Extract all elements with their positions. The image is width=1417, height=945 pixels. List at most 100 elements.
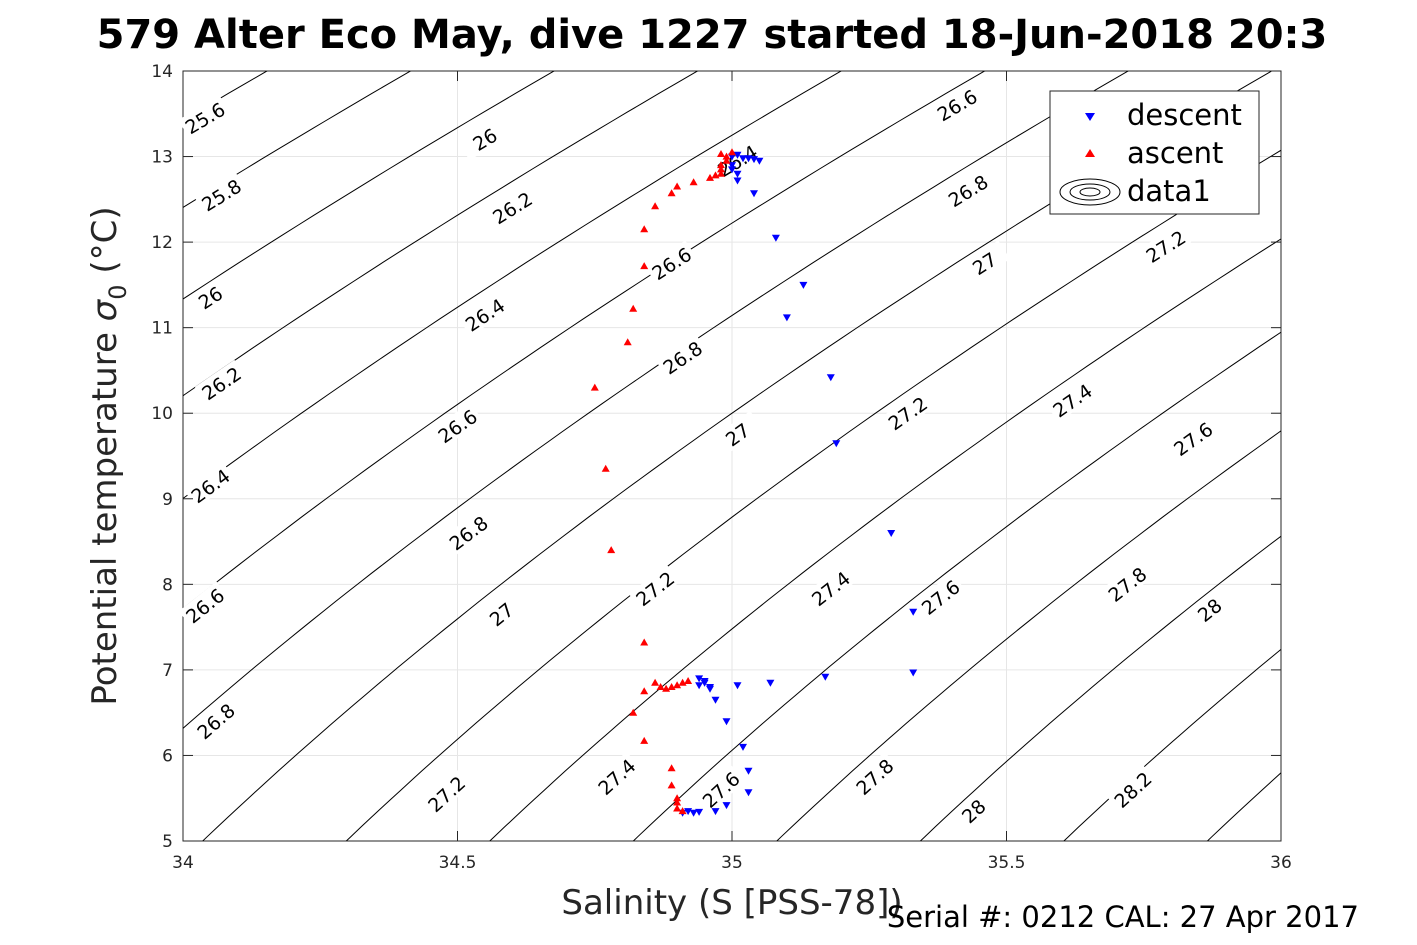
descent-point xyxy=(909,669,918,677)
contour-label-bg xyxy=(1045,376,1098,423)
contour-label-bg xyxy=(804,564,856,612)
y-axis-label-subscript: 0 xyxy=(104,284,132,299)
contour-label-bg xyxy=(941,167,994,212)
ascent-point xyxy=(667,764,676,772)
descent-point xyxy=(728,166,736,174)
density-contour-line xyxy=(183,71,699,397)
descent-point xyxy=(700,678,709,685)
x-axis-label: Salinity (S [PSS-78]) xyxy=(561,883,902,923)
x-tick-label: 35 xyxy=(721,853,743,873)
contour-label-group: 26.6 xyxy=(178,581,231,629)
descent-point xyxy=(722,718,731,726)
ascent-point xyxy=(656,683,665,690)
contour-label-group: 25.8 xyxy=(194,172,248,217)
y-axis-ticks: 5 6 7 8 9 10 11 12 13 14 xyxy=(151,62,1281,852)
ascent-point xyxy=(629,708,638,716)
x-tick-label: 36 xyxy=(1270,853,1292,873)
descent-point xyxy=(711,696,720,704)
contour-label-group: 28 xyxy=(947,785,998,835)
y-tick-label: 12 xyxy=(151,233,173,253)
ascent-point xyxy=(623,338,632,346)
contour-label-group: 25.6 xyxy=(178,95,231,139)
descent-point xyxy=(744,789,753,797)
ascent-point xyxy=(728,148,736,156)
y-tick-label: 11 xyxy=(151,319,173,339)
legend-ascent-marker xyxy=(1085,149,1095,157)
contour-label-bg xyxy=(183,274,236,320)
contour-label-group: 27.6 xyxy=(695,764,746,814)
y-axis-label-main: Potential temperature xyxy=(85,321,125,705)
density-contour-line xyxy=(183,71,1130,729)
y-tick-label: 10 xyxy=(151,404,173,424)
ascent-point xyxy=(651,678,660,686)
ascent-point xyxy=(678,807,687,815)
contour-label-group: 27.2 xyxy=(628,564,681,612)
descent-point xyxy=(733,682,742,690)
contour-label-bg xyxy=(947,785,998,835)
ascent-point xyxy=(667,781,676,789)
ascent-point xyxy=(629,304,638,312)
ascent-point xyxy=(717,165,725,173)
contour-label-bg xyxy=(644,240,698,285)
legend-data1-label: data1 xyxy=(1127,174,1211,208)
contour-label-bg xyxy=(1183,585,1235,633)
descent-point xyxy=(755,157,764,165)
y-tick-label: 13 xyxy=(151,148,173,168)
ascent-point xyxy=(722,156,731,164)
ascent-point xyxy=(673,804,682,812)
ascent-point xyxy=(667,189,676,197)
density-contour-line xyxy=(183,71,843,500)
descent-point xyxy=(744,155,753,163)
ascent-point xyxy=(706,173,714,181)
descent-point xyxy=(826,374,835,382)
contour-label-group: 26 xyxy=(458,116,511,161)
descent-point xyxy=(909,608,918,616)
ascent-point xyxy=(722,152,731,160)
ascent-point xyxy=(684,677,693,684)
contour-label-group: 27 xyxy=(475,589,527,638)
contour-label-group: 27.6 xyxy=(914,572,966,620)
contour-label-bg xyxy=(442,508,494,556)
contour-label-group: 26.8 xyxy=(941,167,994,212)
ascent-point xyxy=(607,546,616,554)
x-axis-ticks: 34 34.5 35 35.5 36 xyxy=(172,71,1292,873)
y-axis-label-unit: (°C) xyxy=(85,206,125,284)
ascent-point xyxy=(640,638,649,646)
ascent-point xyxy=(673,182,682,190)
descent-point xyxy=(782,314,791,322)
contour-label-bg xyxy=(178,581,231,629)
chart-title: 579 Alter Eco May, dive 1227 started 18-… xyxy=(97,12,1328,58)
contour-label-bg xyxy=(695,764,746,814)
density-contour-line xyxy=(1063,648,1281,841)
contour-label-bg xyxy=(590,751,642,801)
contour-label-bg xyxy=(458,116,511,161)
contour-label-bg xyxy=(957,240,1011,285)
contour-label-group: 26.8 xyxy=(655,334,709,379)
y-tick-label: 8 xyxy=(162,575,173,595)
contour-label-group: 26.6 xyxy=(930,82,983,126)
contour-label-bg xyxy=(178,95,231,139)
descent-point xyxy=(766,679,775,687)
ascent-point xyxy=(689,178,698,186)
contour-label-group: 27.4 xyxy=(590,751,642,801)
ascent-point xyxy=(590,383,599,391)
contour-label-bg xyxy=(1166,415,1219,461)
density-contour-line xyxy=(0,37,40,884)
legend-box xyxy=(1049,90,1260,215)
contour-label-group: 26.2 xyxy=(485,185,539,229)
contour-label-group: 28.2 xyxy=(1106,764,1158,814)
descent-point xyxy=(689,809,698,817)
data-points xyxy=(590,148,918,817)
ascent-point xyxy=(640,687,649,695)
contour-label-group: 26.4 xyxy=(458,291,511,337)
contour-label-bg xyxy=(420,768,471,818)
contour-label-bg xyxy=(1101,560,1153,607)
density-contour-line xyxy=(919,535,1281,841)
contour-label-group: 27.2 xyxy=(1139,223,1192,268)
contour-label-bg xyxy=(458,291,511,337)
descent-point xyxy=(711,808,720,816)
contour-label-bg xyxy=(194,172,248,217)
contour-label-group: 27.6 xyxy=(1166,415,1219,461)
legend-ascent-label: ascent xyxy=(1127,136,1223,170)
descent-point xyxy=(728,153,736,161)
